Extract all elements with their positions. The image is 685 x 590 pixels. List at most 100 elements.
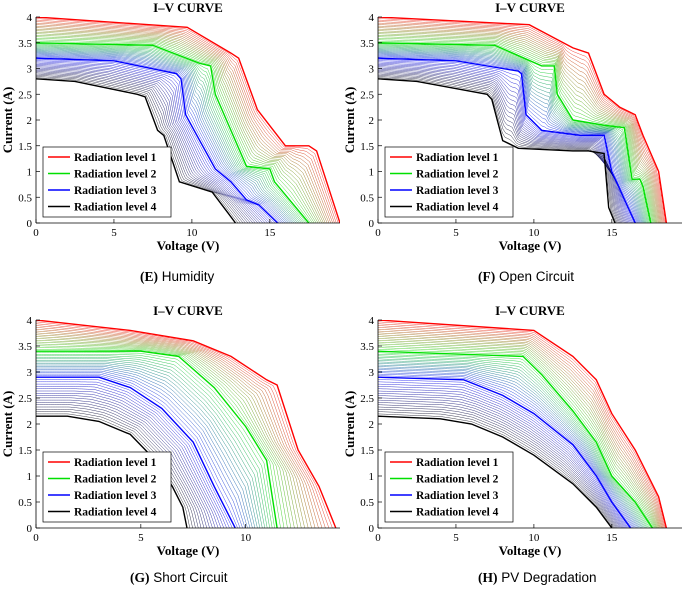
panel-caption: (H) PV Degradation	[478, 570, 597, 585]
y-tick-label: 0.5	[360, 497, 374, 509]
legend-label-level-3: Radiation level 3	[74, 185, 157, 197]
panel-caption: (F) Open Circuit	[478, 269, 574, 284]
interpolated-curve	[378, 66, 628, 223]
x-tick-label: 10	[528, 532, 540, 544]
interpolated-curve	[36, 395, 213, 528]
y-tick-label: 1.5	[360, 445, 374, 457]
chart-panel-1: 0 0.5 1 1.5 2 2.5 3 3.5 4 0 5 10 15 I–V CURVE Voltage …	[0, 0, 340, 253]
legend-box	[42, 451, 172, 523]
chart-title: I–V CURVE	[153, 0, 223, 15]
interpolated-curve	[378, 51, 642, 223]
interpolated-curve	[378, 53, 641, 223]
interpolated-curve	[36, 40, 311, 223]
interpolated-curve	[378, 30, 659, 223]
legend-label-level-2: Radiation level 2	[74, 169, 157, 181]
y-tick-label: 3	[369, 367, 375, 379]
y-tick-label: 4	[369, 12, 375, 24]
interpolated-curve	[36, 328, 319, 528]
interpolated-curve	[378, 27, 661, 223]
interpolated-curve	[378, 379, 630, 528]
x-tick-label: 5	[111, 227, 117, 239]
interpolated-curve	[36, 360, 263, 528]
y-tick-label: 1.5	[360, 141, 374, 153]
legend-box	[42, 146, 172, 218]
interpolated-curve	[36, 47, 300, 223]
interpolated-curve	[36, 50, 293, 223]
y-tick-label: 3	[27, 367, 33, 379]
interpolated-curve	[378, 397, 621, 528]
y-tick-label: 3	[27, 64, 33, 76]
y-tick-label: 1	[369, 167, 375, 179]
x-axis-label: Voltage (V)	[499, 238, 562, 253]
interpolated-curve	[378, 327, 664, 528]
interpolated-curve	[36, 49, 295, 223]
interpolated-curve	[378, 402, 619, 528]
interpolated-curve	[36, 347, 285, 528]
interpolated-curve	[378, 55, 639, 223]
plot-area	[378, 320, 668, 528]
interpolated-curve	[36, 53, 287, 223]
interpolated-curve	[378, 325, 665, 528]
interpolated-curve	[36, 60, 273, 223]
caption-letter: (G)	[130, 570, 150, 585]
y-tick-label: 2	[27, 115, 33, 127]
interpolated-curve	[36, 361, 261, 528]
x-tick-label: 0	[375, 227, 381, 239]
y-tick-label: 2	[369, 419, 375, 431]
plot-area	[378, 17, 668, 223]
y-tick-label: 4	[27, 12, 33, 24]
interpolated-curve	[378, 411, 615, 528]
interpolated-curve	[378, 393, 624, 528]
interpolated-curve	[378, 18, 666, 223]
chart-panel-2: 0 0.5 1 1.5 2 2.5 3 3.5 4 0 5 10 15 I–V CURVE Voltage …	[342, 0, 682, 253]
interpolated-curve	[36, 343, 292, 528]
interpolated-curve	[36, 397, 210, 528]
interpolated-curve	[36, 56, 282, 223]
interpolated-curve	[36, 375, 238, 528]
interpolated-curve	[36, 321, 333, 528]
series-line-level-1	[378, 17, 668, 223]
series-line-level-3	[378, 376, 632, 528]
interpolated-curve	[378, 352, 652, 528]
x-tick-label: 5	[453, 532, 459, 544]
y-tick-label: 3	[369, 64, 375, 76]
interpolated-curve	[36, 354, 273, 528]
y-tick-label: 0	[369, 218, 375, 230]
interpolated-curve	[378, 390, 625, 528]
interpolated-curve	[378, 70, 624, 223]
interpolated-curve	[36, 352, 275, 528]
interpolated-curve	[378, 44, 650, 223]
interpolated-curve	[378, 381, 629, 528]
interpolated-curve	[378, 71, 623, 223]
series-line-level-1	[36, 17, 340, 223]
interpolated-curve	[36, 355, 270, 528]
x-tick-label: 0	[33, 227, 39, 239]
interpolated-curve	[378, 68, 625, 223]
interpolated-curve	[36, 28, 326, 223]
interpolated-curve	[36, 72, 249, 223]
interpolated-curve	[378, 360, 645, 528]
y-tick-label: 3.5	[360, 38, 374, 50]
y-tick-label: 0	[27, 523, 33, 535]
interpolated-curve	[378, 330, 662, 528]
interpolated-curve	[36, 366, 253, 528]
legend: Radiation level 1 Radiation level 2 Radiat…	[42, 451, 172, 523]
chart-panel-4: 0 0.5 1 1.5 2 2.5 3 3.5 4 0 5 10 15 I–V CURVE Voltage …	[342, 303, 682, 558]
interpolated-curve	[378, 336, 660, 528]
legend: Radiation level 1 Radiation level 2 Radiat…	[384, 451, 514, 523]
legend-label-level-1: Radiation level 1	[74, 152, 157, 164]
interpolated-curve	[378, 34, 656, 223]
interpolated-curve	[36, 386, 225, 528]
interpolated-curve	[36, 345, 288, 528]
legend-label-level-2: Radiation level 2	[416, 474, 499, 486]
interpolated-curve	[378, 45, 649, 223]
interpolated-curve	[378, 332, 661, 528]
legend-label-level-3: Radiation level 3	[416, 185, 499, 197]
interpolated-curve	[36, 44, 306, 223]
interpolated-curve	[36, 74, 244, 223]
interpolated-curve	[378, 406, 617, 528]
interpolated-curve	[36, 323, 330, 528]
interpolated-curve	[378, 50, 643, 223]
interpolated-curve	[36, 43, 308, 223]
interpolated-curve	[378, 363, 643, 528]
